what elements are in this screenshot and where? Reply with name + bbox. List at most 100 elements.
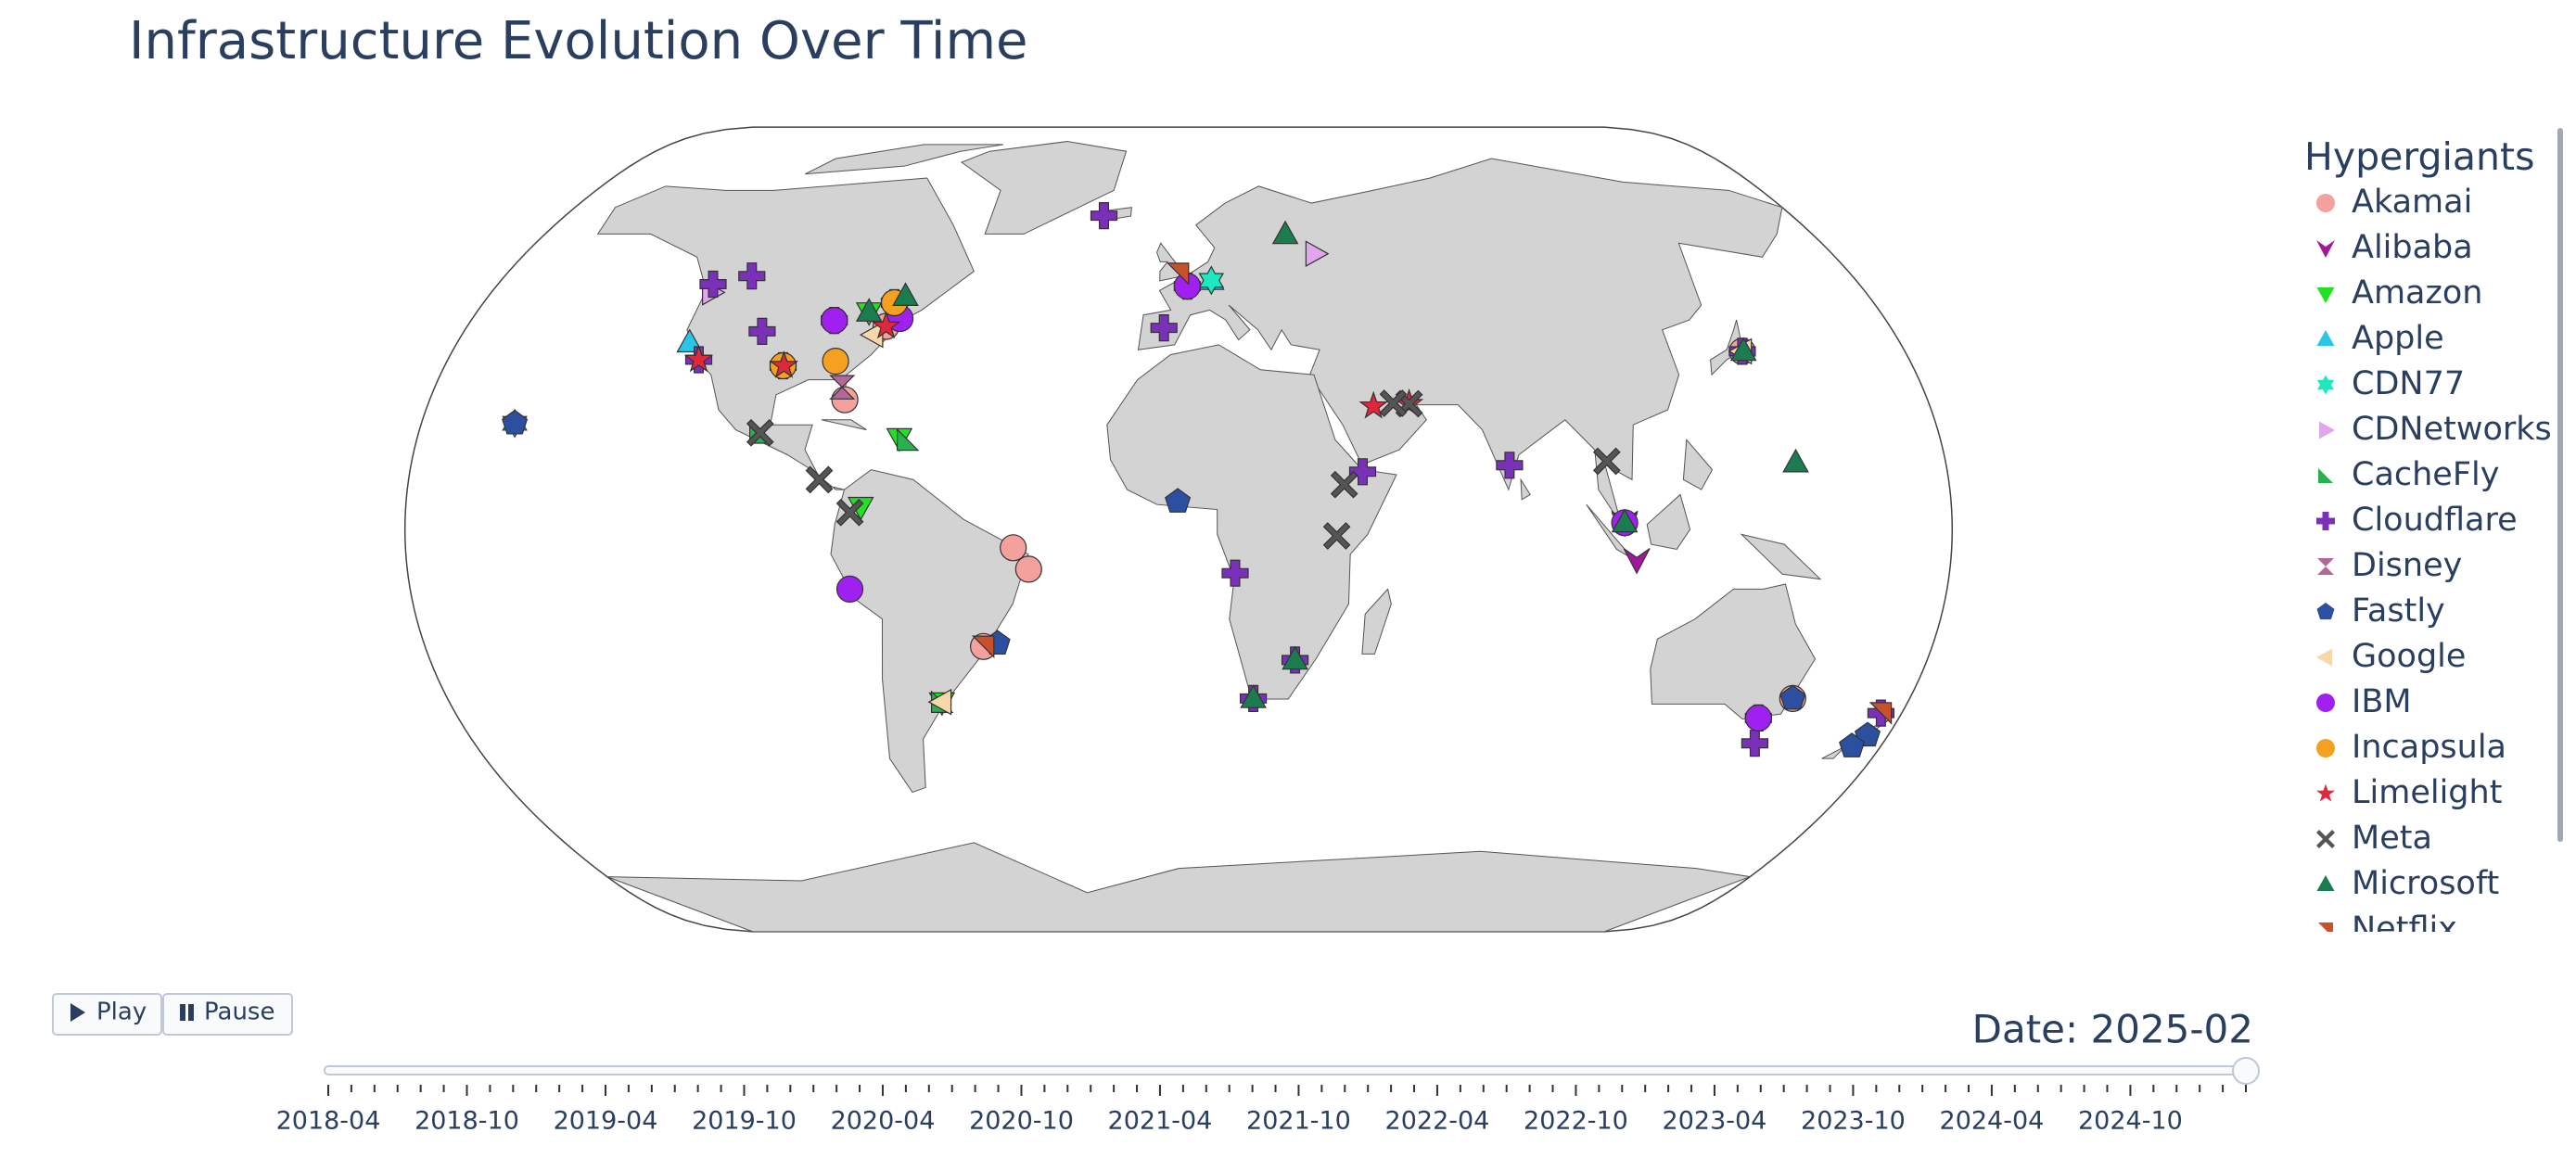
- pause-icon: [188, 1004, 194, 1021]
- map-marker[interactable]: [1496, 452, 1524, 479]
- map-marker[interactable]: [1198, 265, 1225, 296]
- legend-item[interactable]: Fastly: [2316, 592, 2445, 630]
- map-marker[interactable]: [835, 575, 864, 603]
- legend-label[interactable]: Meta: [2352, 820, 2432, 857]
- map-marker[interactable]: [1090, 202, 1118, 230]
- legend-item[interactable]: Incapsula: [2316, 729, 2506, 766]
- legend-label[interactable]: Akamai: [2352, 184, 2472, 221]
- map-marker[interactable]: [1744, 704, 1772, 732]
- legend-label[interactable]: Amazon: [2352, 274, 2482, 312]
- legend-label[interactable]: Google: [2352, 638, 2466, 675]
- map-marker[interactable]: [896, 427, 920, 452]
- legend-item[interactable]: CacheFly: [2318, 456, 2499, 493]
- map-marker[interactable]: [1611, 508, 1639, 533]
- legend-label[interactable]: CDNetworks: [2352, 411, 2552, 448]
- slider-rail[interactable]: [324, 1065, 2250, 1075]
- play-button[interactable]: Play: [52, 993, 162, 1036]
- land: [1586, 503, 1634, 560]
- legend-label[interactable]: Disney: [2352, 547, 2462, 584]
- map-marker[interactable]: [835, 498, 864, 527]
- legend-item[interactable]: Limelight: [2316, 774, 2502, 811]
- map-marker[interactable]: [1358, 390, 1388, 419]
- map-marker[interactable]: [746, 418, 774, 447]
- map-marker[interactable]: [1782, 448, 1809, 473]
- map-marker[interactable]: [1322, 522, 1351, 550]
- map-marker[interactable]: [829, 375, 856, 400]
- legend-item[interactable]: CDN77: [2316, 365, 2465, 402]
- legend-item[interactable]: Meta: [2316, 820, 2432, 857]
- map-marker[interactable]: [1330, 470, 1358, 499]
- map-marker[interactable]: [822, 348, 849, 375]
- map-marker[interactable]: [1348, 458, 1377, 486]
- map-marker[interactable]: [1014, 555, 1042, 583]
- legend-item[interactable]: Akamai: [2316, 184, 2472, 221]
- map-marker[interactable]: [1729, 337, 1757, 362]
- slider-tick-label: 2019-04: [554, 1107, 658, 1136]
- map-marker[interactable]: [1271, 220, 1299, 245]
- map-marker[interactable]: [1839, 732, 1866, 757]
- map-marker[interactable]: [769, 350, 799, 378]
- map-marker[interactable]: [1379, 389, 1408, 417]
- map-marker[interactable]: [502, 409, 529, 435]
- legend-label[interactable]: Limelight: [2352, 774, 2502, 811]
- pause-button[interactable]: Pause: [162, 993, 293, 1036]
- legend-item[interactable]: Apple: [2316, 320, 2444, 357]
- map-marker[interactable]: [1623, 548, 1651, 575]
- play-button-box[interactable]: [52, 993, 162, 1036]
- map-marker[interactable]: [805, 465, 834, 494]
- map-marker[interactable]: [683, 344, 714, 373]
- map-marker[interactable]: [738, 262, 766, 290]
- legend-item[interactable]: Disney: [2317, 547, 2462, 584]
- map-marker[interactable]: [1868, 702, 1893, 725]
- legend-label[interactable]: Fastly: [2352, 592, 2445, 630]
- legend-label[interactable]: CacheFly: [2352, 456, 2499, 493]
- legend-item[interactable]: Microsoft: [2316, 865, 2500, 902]
- legend-item[interactable]: Amazon: [2316, 274, 2483, 312]
- map-marker[interactable]: [1592, 447, 1621, 476]
- map-marker[interactable]: [1166, 262, 1190, 286]
- map-marker[interactable]: [699, 270, 727, 299]
- land: [1682, 439, 1714, 490]
- slider-tick-label: 2019-10: [692, 1107, 797, 1136]
- map-marker[interactable]: [927, 688, 952, 716]
- legend-item[interactable]: Cloudflare: [2316, 502, 2518, 539]
- land: [1106, 344, 1397, 700]
- map-marker[interactable]: [855, 298, 883, 322]
- legend-label[interactable]: Netflix: [2352, 910, 2457, 948]
- legend-label[interactable]: Microsoft: [2352, 865, 2499, 902]
- legend-marker: [2318, 468, 2333, 483]
- legend-item[interactable]: Google: [2316, 638, 2466, 675]
- legend-label[interactable]: Alibaba: [2352, 229, 2473, 266]
- map-marker[interactable]: [871, 311, 901, 339]
- map-marker[interactable]: [1282, 645, 1308, 670]
- map-marker[interactable]: [821, 307, 848, 335]
- play-label[interactable]: Play: [96, 999, 147, 1026]
- slider-tick-label: 2022-04: [1385, 1107, 1490, 1136]
- map-marker[interactable]: [1779, 684, 1806, 710]
- map-marker[interactable]: [748, 317, 776, 345]
- map-marker[interactable]: [1221, 559, 1249, 587]
- map-marker[interactable]: [1000, 534, 1027, 562]
- legend-label[interactable]: IBM: [2352, 683, 2412, 720]
- legend-label[interactable]: Apple: [2352, 320, 2444, 357]
- legend-item[interactable]: Alibaba: [2316, 229, 2473, 266]
- legend-label[interactable]: Cloudflare: [2352, 502, 2518, 539]
- map-marker[interactable]: [1741, 730, 1769, 757]
- map-marker[interactable]: [1305, 240, 1330, 268]
- legend-label[interactable]: CDN77: [2352, 365, 2465, 402]
- legend-item[interactable]: IBM: [2316, 683, 2412, 720]
- map-marker[interactable]: [1240, 684, 1267, 708]
- legend-label[interactable]: Incapsula: [2352, 729, 2506, 766]
- pause-label[interactable]: Pause: [204, 999, 274, 1026]
- pause-button-box[interactable]: [162, 993, 293, 1036]
- map-marker[interactable]: [1165, 488, 1192, 513]
- legend-scrollbar[interactable]: [2557, 128, 2563, 842]
- legend-item[interactable]: CDNetworks: [2319, 411, 2552, 448]
- map-marker[interactable]: [1150, 314, 1178, 342]
- slider-handle[interactable]: [2232, 1057, 2260, 1085]
- legend-item[interactable]: Netflix: [2318, 910, 2457, 948]
- map-marker[interactable]: [971, 635, 995, 658]
- slider[interactable]: 2018-04 2018-10 2019-04 2019-10 2020-04 2020-…: [276, 1057, 2260, 1136]
- map-marker[interactable]: [892, 282, 919, 307]
